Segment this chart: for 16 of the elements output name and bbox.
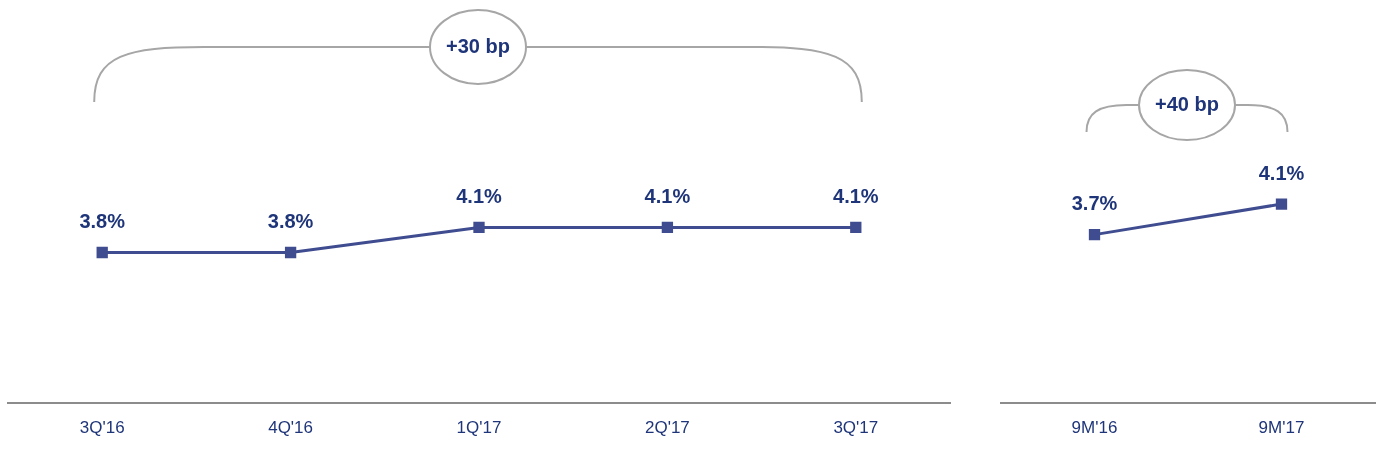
x-tick-label: 4Q'16 bbox=[268, 418, 314, 438]
text: +40 bp bbox=[1155, 92, 1219, 115]
data-label: 4.1% bbox=[456, 184, 503, 207]
data-label: 4.1% bbox=[1258, 161, 1305, 184]
x-tick-label: 3Q'17 bbox=[833, 418, 879, 438]
data-label: 3.8% bbox=[267, 210, 314, 232]
text: +30 bp bbox=[446, 34, 510, 57]
data-label: 3.8% bbox=[79, 210, 126, 232]
x-tick-label: 9M'17 bbox=[1258, 418, 1305, 438]
data-label: 3.7% bbox=[1071, 192, 1118, 215]
data-label: 4.1% bbox=[644, 184, 691, 207]
x-tick-label: 3Q'16 bbox=[79, 418, 125, 438]
x-tick-label: 1Q'17 bbox=[456, 418, 502, 438]
x-tick-label: 2Q'17 bbox=[644, 418, 690, 438]
x-tick-label: 9M'16 bbox=[1071, 418, 1118, 438]
data-label: 4.1% bbox=[833, 184, 879, 207]
